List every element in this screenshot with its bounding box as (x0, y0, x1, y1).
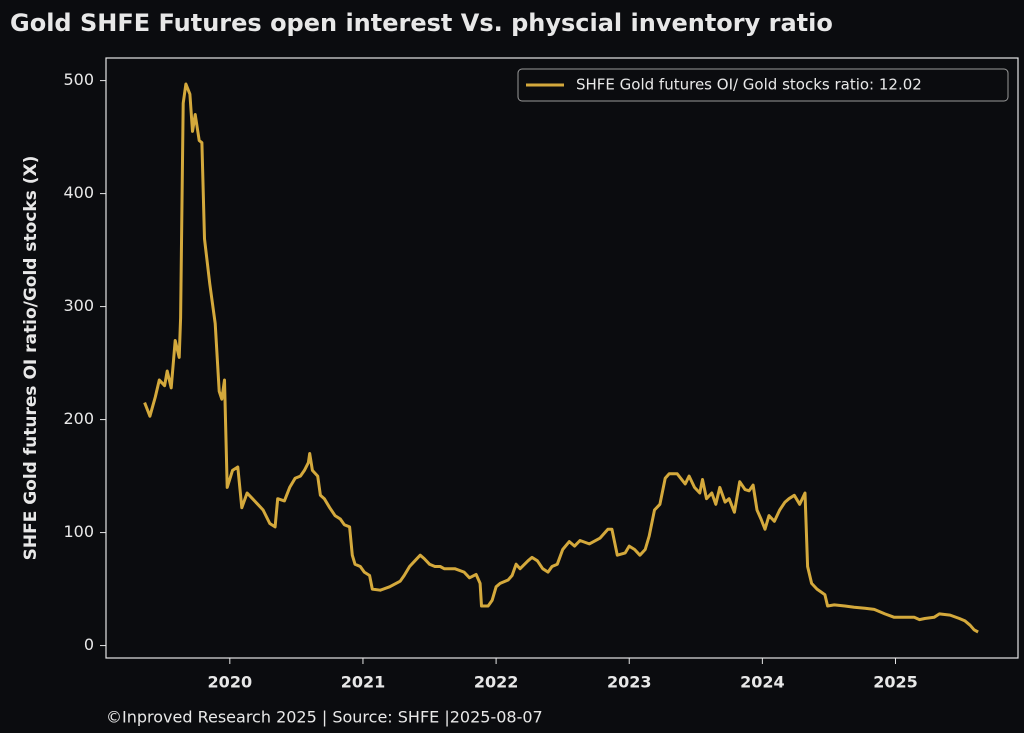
y-tick-label: 300 (63, 296, 94, 315)
legend-label: SHFE Gold futures OI/ Gold stocks ratio:… (576, 76, 922, 94)
plot-frame (105, 57, 1019, 659)
data-line (143, 82, 979, 634)
y-axis-label: SHFE Gold futures OI ratio/Gold stocks (… (21, 156, 41, 561)
chart-title: Gold SHFE Futures open interest Vs. phys… (10, 9, 833, 37)
y-tick-label: 100 (63, 522, 94, 541)
x-tick-label: 2020 (208, 673, 253, 692)
legend-box (517, 68, 1009, 102)
x-tick-label: 2025 (873, 673, 918, 692)
footer: ©Inproved Research 2025 | Source: SHFE |… (106, 708, 543, 727)
x-tick-label: 2021 (341, 673, 386, 692)
x-tick-label: 2024 (740, 673, 785, 692)
y-tick-label: 500 (63, 70, 94, 89)
x-tick-label: 2023 (607, 673, 652, 692)
y-tick-label: 400 (63, 183, 94, 202)
y-tick-label: 200 (63, 409, 94, 428)
y-tick-label: 0 (84, 635, 94, 654)
x-tick-label: 2022 (474, 673, 519, 692)
